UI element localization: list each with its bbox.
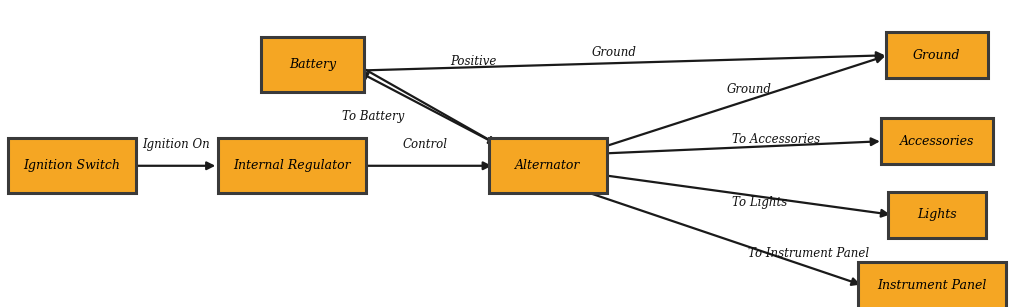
FancyBboxPatch shape	[881, 118, 993, 164]
Text: To Instrument Panel: To Instrument Panel	[748, 247, 868, 260]
FancyBboxPatch shape	[858, 262, 1006, 307]
FancyBboxPatch shape	[261, 37, 364, 92]
Text: Internal Regulator: Internal Regulator	[233, 159, 350, 172]
Text: Ground: Ground	[727, 83, 772, 95]
Text: Ground: Ground	[913, 49, 961, 62]
Text: Alternator: Alternator	[515, 159, 581, 172]
FancyBboxPatch shape	[889, 192, 985, 238]
Text: To Accessories: To Accessories	[732, 133, 820, 146]
FancyBboxPatch shape	[886, 32, 988, 78]
Text: Ignition On: Ignition On	[142, 138, 210, 151]
FancyBboxPatch shape	[489, 138, 606, 193]
Text: Ignition Switch: Ignition Switch	[24, 159, 120, 172]
Text: To Lights: To Lights	[732, 196, 787, 209]
Text: To Battery: To Battery	[342, 110, 404, 123]
FancyBboxPatch shape	[8, 138, 135, 193]
Text: Control: Control	[402, 138, 447, 151]
FancyBboxPatch shape	[217, 138, 367, 193]
Text: Battery: Battery	[289, 58, 336, 71]
Text: Lights: Lights	[918, 208, 956, 221]
Text: Accessories: Accessories	[900, 135, 974, 148]
Text: Positive: Positive	[451, 55, 497, 68]
Text: Ground: Ground	[592, 46, 637, 59]
Text: Instrument Panel: Instrument Panel	[878, 279, 986, 292]
